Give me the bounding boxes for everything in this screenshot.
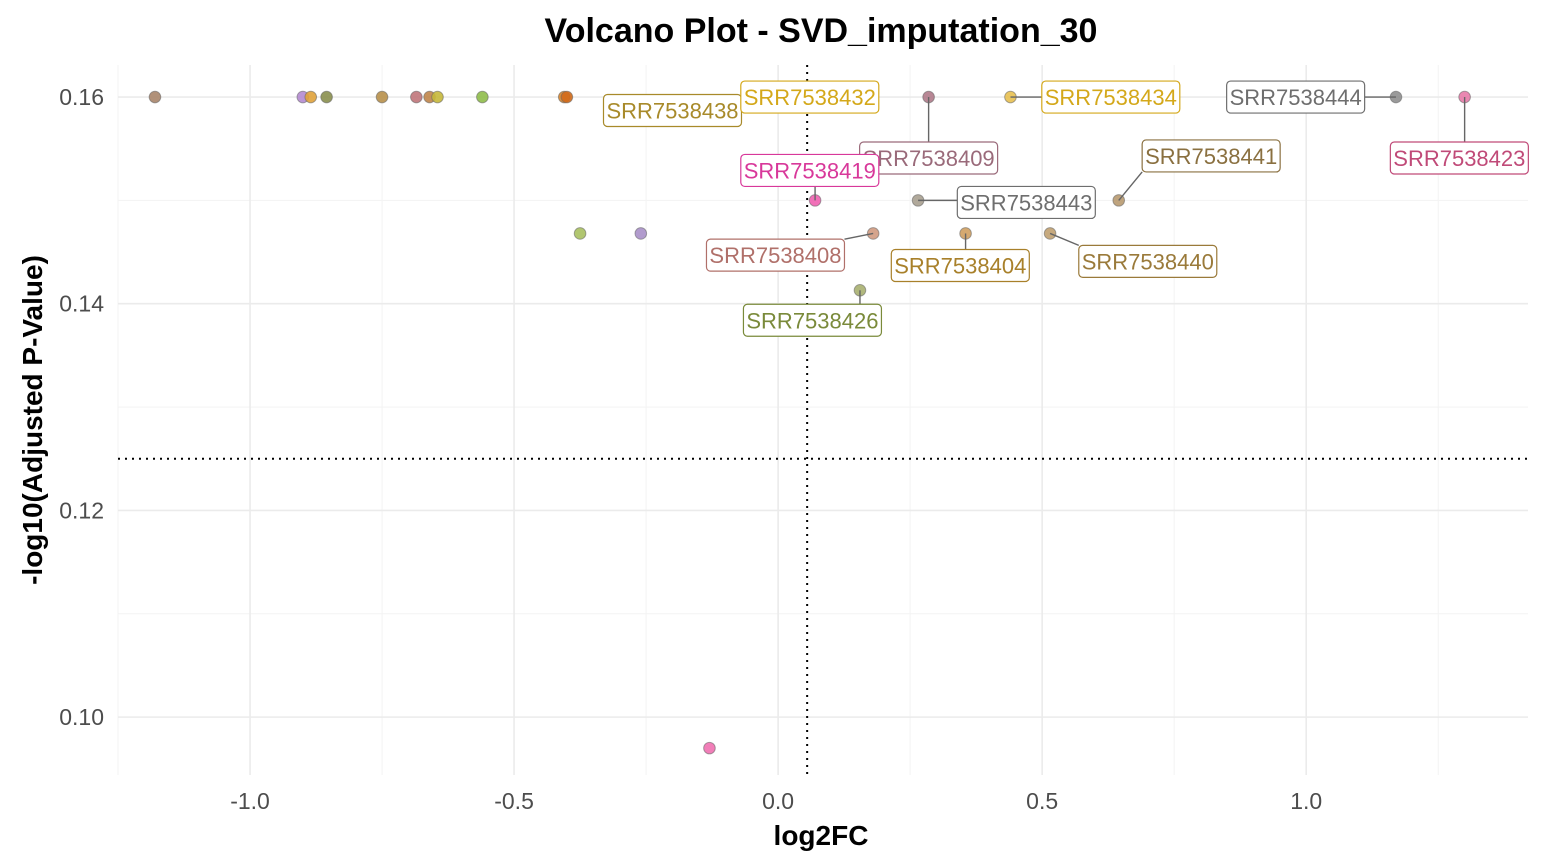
x-tick-label: 0.5 xyxy=(1026,788,1058,814)
point-label: SRR7538423 xyxy=(1393,146,1525,171)
x-tick-label: 0.0 xyxy=(762,788,794,814)
point-label: SRR7538441 xyxy=(1145,144,1277,169)
y-tick-label: 0.16 xyxy=(59,84,104,110)
point-label-box xyxy=(890,248,1030,283)
point-label-box xyxy=(740,153,880,188)
data-point xyxy=(703,741,716,755)
y-tick-label: 0.14 xyxy=(59,291,104,317)
x-tick-label: -1.0 xyxy=(230,788,270,814)
point-label-box xyxy=(1041,80,1181,114)
data-point xyxy=(410,90,423,104)
x-axis-ticks: -1.0 -0.5 0.0 0.5 1.0 xyxy=(230,788,1322,814)
point-label-box xyxy=(740,80,880,114)
chart-title: Volcano Plot - SVD_imputation_30 xyxy=(545,12,1098,50)
point-label: SRR7538440 xyxy=(1082,249,1214,274)
point-label-box xyxy=(1389,141,1529,175)
point-label-box xyxy=(956,185,1096,220)
point-label-box xyxy=(1226,80,1366,114)
y-axis-title: -log10(Adjusted P-Value) xyxy=(17,255,48,585)
x-tick-label: -0.5 xyxy=(494,788,534,814)
point-label: SRR7538434 xyxy=(1045,85,1177,110)
y-axis-ticks: 0.10 0.12 0.14 0.16 xyxy=(59,84,104,730)
data-point xyxy=(560,90,574,104)
label-connector xyxy=(844,232,874,240)
point-label: SRR7538409 xyxy=(863,146,995,171)
point-label: SRR7538438 xyxy=(606,98,738,123)
point-label-box xyxy=(705,238,846,272)
data-point xyxy=(476,90,489,104)
data-points xyxy=(148,90,1471,755)
label-connector xyxy=(1049,232,1080,247)
point-label-box xyxy=(1141,139,1281,173)
data-point xyxy=(148,90,162,104)
point-label-box xyxy=(742,303,883,337)
y-tick-label: 0.10 xyxy=(59,704,104,730)
point-label: SRR7538426 xyxy=(746,308,878,333)
point-label: SRR7538404 xyxy=(894,253,1026,278)
label-connector xyxy=(1118,171,1143,201)
data-point xyxy=(375,90,389,104)
point-label: SRR7538419 xyxy=(744,158,876,183)
x-axis-title: log2FC xyxy=(774,820,869,851)
data-point xyxy=(304,90,318,104)
y-tick-label: 0.12 xyxy=(59,497,104,523)
data-point xyxy=(634,227,648,240)
point-label: SRR7538408 xyxy=(709,243,841,268)
x-tick-label: 1.0 xyxy=(1290,788,1322,814)
point-label-box xyxy=(1078,244,1218,278)
point-label: SRR7538444 xyxy=(1230,85,1362,110)
data-point xyxy=(320,90,333,104)
point-label: SRR7538443 xyxy=(960,190,1092,215)
data-point xyxy=(431,90,444,104)
point-label: SRR7538432 xyxy=(744,85,876,110)
data-point xyxy=(573,227,587,240)
